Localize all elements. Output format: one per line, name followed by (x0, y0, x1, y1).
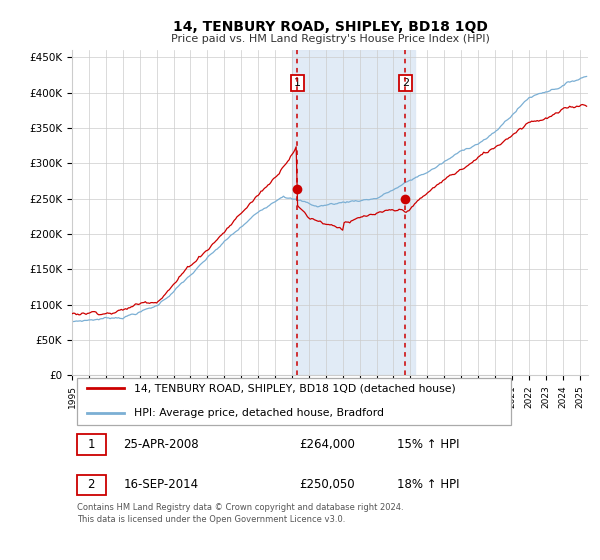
Text: 25-APR-2008: 25-APR-2008 (124, 438, 199, 451)
Text: 15% ↑ HPI: 15% ↑ HPI (397, 438, 460, 451)
Text: 1: 1 (88, 438, 95, 451)
Bar (292, 50, 415, 375)
Text: £250,050: £250,050 (299, 478, 355, 491)
Text: £264,000: £264,000 (299, 438, 355, 451)
Text: 18% ↑ HPI: 18% ↑ HPI (397, 478, 460, 491)
FancyBboxPatch shape (77, 434, 106, 455)
Text: HPI: Average price, detached house, Bradford: HPI: Average price, detached house, Brad… (134, 408, 384, 418)
Text: 2: 2 (402, 78, 409, 88)
Text: Price paid vs. HM Land Registry's House Price Index (HPI): Price paid vs. HM Land Registry's House … (170, 34, 490, 44)
Text: 2: 2 (88, 478, 95, 491)
FancyBboxPatch shape (77, 378, 511, 425)
FancyBboxPatch shape (77, 474, 106, 495)
Text: 14, TENBURY ROAD, SHIPLEY, BD18 1QD (detached house): 14, TENBURY ROAD, SHIPLEY, BD18 1QD (det… (134, 384, 455, 394)
Text: 16-SEP-2014: 16-SEP-2014 (124, 478, 199, 491)
Text: 14, TENBURY ROAD, SHIPLEY, BD18 1QD: 14, TENBURY ROAD, SHIPLEY, BD18 1QD (173, 20, 487, 34)
Text: 1: 1 (294, 78, 301, 88)
Text: Contains HM Land Registry data © Crown copyright and database right 2024.
This d: Contains HM Land Registry data © Crown c… (77, 503, 404, 524)
